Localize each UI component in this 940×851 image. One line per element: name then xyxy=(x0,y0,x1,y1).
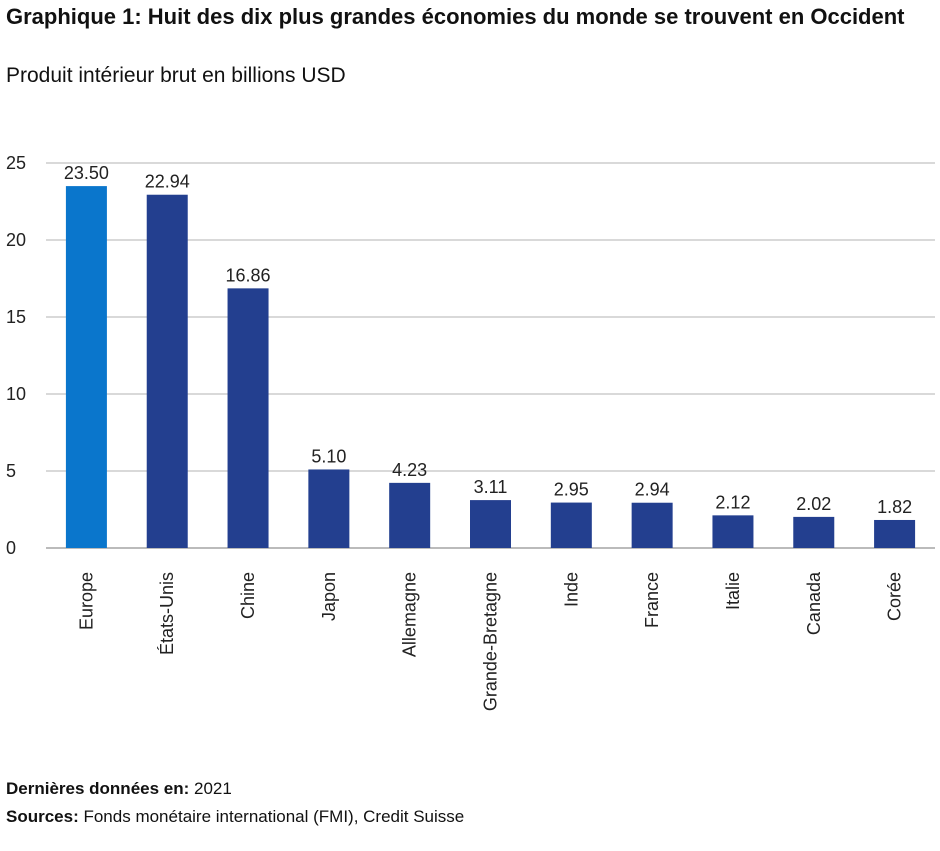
data-label: 3.11 xyxy=(474,477,508,497)
data-label: 2.12 xyxy=(715,492,750,512)
y-tick-label: 25 xyxy=(6,153,26,173)
bar xyxy=(712,515,754,548)
category-label: Canada xyxy=(804,571,824,635)
data-label: 5.10 xyxy=(311,446,346,466)
footer-sources-value: Fonds monétaire international (FMI), Cre… xyxy=(78,807,465,826)
bar xyxy=(470,500,511,548)
footer-last-data: Dernières données en: 2021 xyxy=(6,778,232,800)
category-label: Italie xyxy=(723,572,743,610)
bar xyxy=(874,519,916,548)
category-label: Inde xyxy=(561,572,581,607)
category-labels: Europe États-Unis Chine Japon Allemagne Grand… xyxy=(76,571,904,711)
category-label: Japon xyxy=(319,572,339,621)
data-labels: 23.50 22.94 16.86 5.10 4.23 3.11 2.95 2.94 2.12 2… xyxy=(64,163,912,517)
bar xyxy=(227,288,269,548)
footer-sources: Sources: Fonds monétaire international (… xyxy=(6,806,464,828)
y-tick-label: 0 xyxy=(6,538,16,558)
data-label: 2.95 xyxy=(554,480,589,500)
y-tick-label: 20 xyxy=(6,230,26,250)
footer-sources-label: Sources: xyxy=(6,807,79,826)
data-label: 4.23 xyxy=(392,460,427,480)
y-axis-ticks: 0 5 10 15 20 25 xyxy=(6,153,26,558)
data-label: 1.82 xyxy=(877,497,912,517)
category-label: États-Unis xyxy=(157,572,177,655)
category-label: Europe xyxy=(76,572,96,630)
category-label: Corée xyxy=(885,572,905,621)
bar xyxy=(631,502,673,548)
bar-chart: 0 5 10 15 20 25 23.50 22.94 16.86 5.10 4.23 3.11 2.… xyxy=(6,153,935,711)
data-label: 16.86 xyxy=(226,265,271,285)
bars xyxy=(65,186,916,548)
category-label: France xyxy=(642,572,662,628)
data-label: 22.94 xyxy=(145,172,190,192)
data-label: 2.94 xyxy=(635,480,670,500)
gridlines xyxy=(46,162,935,549)
chart-subtitle: Produit intérieur brut en billions USD xyxy=(6,64,346,87)
category-label: Allemagne xyxy=(400,572,420,657)
bar xyxy=(308,469,350,548)
footer-date-value: 2021 xyxy=(189,779,232,798)
bar xyxy=(550,502,592,548)
data-label: 23.50 xyxy=(64,163,109,183)
bar xyxy=(389,482,431,548)
bar xyxy=(793,516,835,548)
bar xyxy=(146,194,188,548)
data-label: 2.02 xyxy=(796,494,831,514)
category-label: Chine xyxy=(238,572,258,619)
y-tick-label: 5 xyxy=(6,461,16,481)
chart-title: Graphique 1: Huit des dix plus grandes é… xyxy=(6,4,905,29)
y-tick-label: 10 xyxy=(6,384,26,404)
bar xyxy=(65,186,107,548)
y-tick-label: 15 xyxy=(6,307,26,327)
footer-date-label: Dernières données en: xyxy=(6,779,190,798)
category-label: Grande-Bretagne xyxy=(481,572,501,711)
